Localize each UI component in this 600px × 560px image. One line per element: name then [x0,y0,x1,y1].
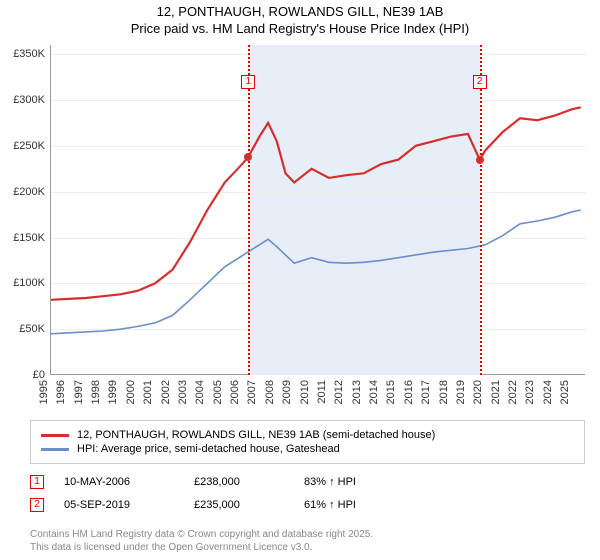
x-tick: 2005 [212,380,224,404]
y-tick: £200K [0,186,45,198]
sale-price: £238,000 [194,476,284,488]
x-tick: 2001 [142,380,154,404]
marker-line [248,45,250,375]
marker-box: 2 [473,75,487,89]
legend-label: HPI: Average price, semi-detached house,… [77,443,340,455]
x-tick: 2014 [368,380,380,404]
x-tick: 2012 [333,380,345,404]
legend-swatch [41,448,69,451]
legend-swatch [41,434,69,437]
x-tick: 2017 [420,380,432,404]
x-tick: 2024 [542,380,554,404]
series-price_paid [51,107,581,299]
marker-line [480,45,482,375]
x-tick: 2013 [351,380,363,404]
chart-title: 12, PONTHAUGH, ROWLANDS GILL, NE39 1AB P… [0,0,600,38]
series-hpi [51,210,581,334]
x-tick: 2011 [316,380,328,404]
sale-price: £235,000 [194,499,284,511]
x-tick: 2002 [160,380,172,404]
x-tick: 2008 [264,380,276,404]
sale-row: 1 10-MAY-2006 £238,000 83% ↑ HPI [30,475,356,489]
x-tick: 2006 [229,380,241,404]
title-line1: 12, PONTHAUGH, ROWLANDS GILL, NE39 1AB [0,4,600,21]
sale-date: 10-MAY-2006 [64,476,174,488]
x-tick: 2025 [559,380,571,404]
title-line2: Price paid vs. HM Land Registry's House … [0,21,600,38]
x-tick: 2016 [403,380,415,404]
x-tick: 2022 [507,380,519,404]
x-tick: 2018 [438,380,450,404]
y-tick: £250K [0,140,45,152]
sale-delta: 61% ↑ HPI [304,499,356,511]
x-tick: 1996 [55,380,67,404]
sale-row: 2 05-SEP-2019 £235,000 61% ↑ HPI [30,498,356,512]
y-tick: £50K [0,323,45,335]
x-tick: 2003 [177,380,189,404]
price-dot [244,153,252,161]
x-tick: 2023 [524,380,536,404]
legend-row: 12, PONTHAUGH, ROWLANDS GILL, NE39 1AB (… [41,429,574,441]
x-tick: 1998 [90,380,102,404]
x-tick: 2015 [385,380,397,404]
legend: 12, PONTHAUGH, ROWLANDS GILL, NE39 1AB (… [30,420,585,464]
x-tick: 2021 [490,380,502,404]
x-tick: 2010 [299,380,311,404]
y-tick: £350K [0,48,45,60]
sale-date: 05-SEP-2019 [64,499,174,511]
x-tick: 2009 [281,380,293,404]
x-tick: 1995 [38,380,50,404]
x-tick: 2007 [246,380,258,404]
y-tick: £300K [0,94,45,106]
sale-delta: 83% ↑ HPI [304,476,356,488]
sale-marker-icon: 1 [30,475,44,489]
footer: Contains HM Land Registry data © Crown c… [30,528,373,554]
marker-box: 1 [241,75,255,89]
x-tick: 2019 [455,380,467,404]
plot: 12 [50,45,585,375]
chart-area: 12 £0£50K£100K£150K£200K£250K£300K£350K … [50,45,585,375]
x-tick: 2020 [472,380,484,404]
y-tick: £100K [0,277,45,289]
x-tick: 1997 [73,380,85,404]
line-svg [51,45,586,375]
x-tick: 2004 [194,380,206,404]
footer-line2: This data is licensed under the Open Gov… [30,541,373,554]
footer-line1: Contains HM Land Registry data © Crown c… [30,528,373,541]
price-dot [476,156,484,164]
x-tick: 1999 [107,380,119,404]
y-tick: £150K [0,232,45,244]
legend-row: HPI: Average price, semi-detached house,… [41,443,574,455]
x-tick: 2000 [125,380,137,404]
legend-label: 12, PONTHAUGH, ROWLANDS GILL, NE39 1AB (… [77,429,435,441]
sale-marker-icon: 2 [30,498,44,512]
